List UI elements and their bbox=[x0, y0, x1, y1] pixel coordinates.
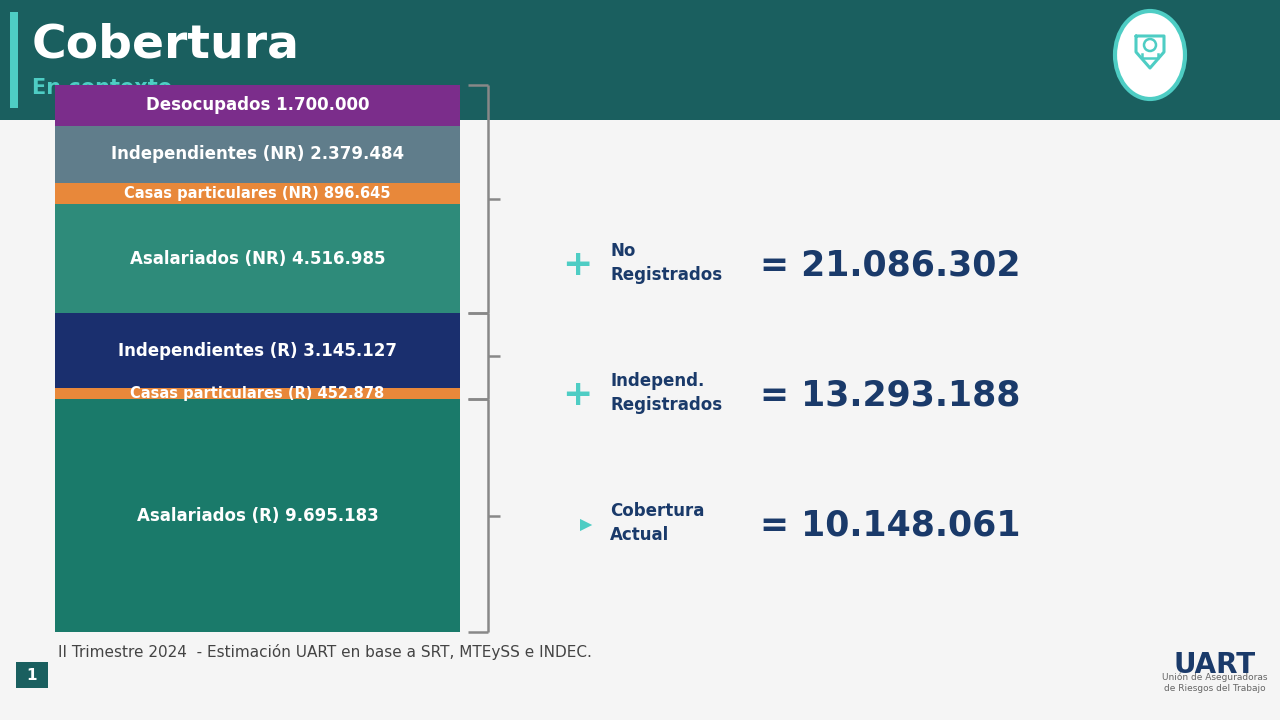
Text: UART: UART bbox=[1174, 651, 1256, 679]
FancyBboxPatch shape bbox=[0, 0, 1280, 120]
Ellipse shape bbox=[1115, 11, 1185, 99]
Text: Asalariados (R) 9.695.183: Asalariados (R) 9.695.183 bbox=[137, 507, 379, 525]
FancyBboxPatch shape bbox=[55, 400, 460, 632]
Text: Casas particulares (R) 452.878: Casas particulares (R) 452.878 bbox=[131, 387, 384, 401]
Text: 1: 1 bbox=[27, 667, 37, 683]
Text: +: + bbox=[562, 378, 593, 412]
FancyBboxPatch shape bbox=[55, 183, 460, 204]
Text: = 10.148.061: = 10.148.061 bbox=[760, 508, 1020, 542]
Text: II Trimestre 2024  - Estimación UART en base a SRT, MTEySS e INDEC.: II Trimestre 2024 - Estimación UART en b… bbox=[58, 644, 591, 660]
Text: Unión de Aseguradoras
de Riesgos del Trabajo: Unión de Aseguradoras de Riesgos del Tra… bbox=[1162, 672, 1267, 693]
FancyBboxPatch shape bbox=[55, 85, 460, 126]
Text: = 21.086.302: = 21.086.302 bbox=[760, 248, 1020, 282]
Text: Casas particulares (NR) 896.645: Casas particulares (NR) 896.645 bbox=[124, 186, 390, 201]
Text: = 13.293.188: = 13.293.188 bbox=[760, 378, 1020, 412]
FancyBboxPatch shape bbox=[55, 313, 460, 388]
Text: Desocupados 1.700.000: Desocupados 1.700.000 bbox=[146, 96, 369, 114]
FancyBboxPatch shape bbox=[55, 204, 460, 313]
Text: +: + bbox=[562, 248, 593, 282]
Text: Cobertura
Actual: Cobertura Actual bbox=[611, 502, 704, 544]
Text: Independientes (NR) 2.379.484: Independientes (NR) 2.379.484 bbox=[111, 145, 404, 163]
FancyBboxPatch shape bbox=[55, 126, 460, 183]
FancyBboxPatch shape bbox=[15, 662, 49, 688]
Text: Cobertura: Cobertura bbox=[32, 22, 300, 67]
Text: En contexto: En contexto bbox=[32, 78, 172, 98]
FancyBboxPatch shape bbox=[55, 388, 460, 400]
Text: Independientes (R) 3.145.127: Independientes (R) 3.145.127 bbox=[118, 341, 397, 359]
Text: No
Registrados: No Registrados bbox=[611, 241, 722, 284]
Text: Asalariados (NR) 4.516.985: Asalariados (NR) 4.516.985 bbox=[129, 250, 385, 268]
Text: Independ.
Registrados: Independ. Registrados bbox=[611, 372, 722, 415]
FancyBboxPatch shape bbox=[10, 12, 18, 108]
